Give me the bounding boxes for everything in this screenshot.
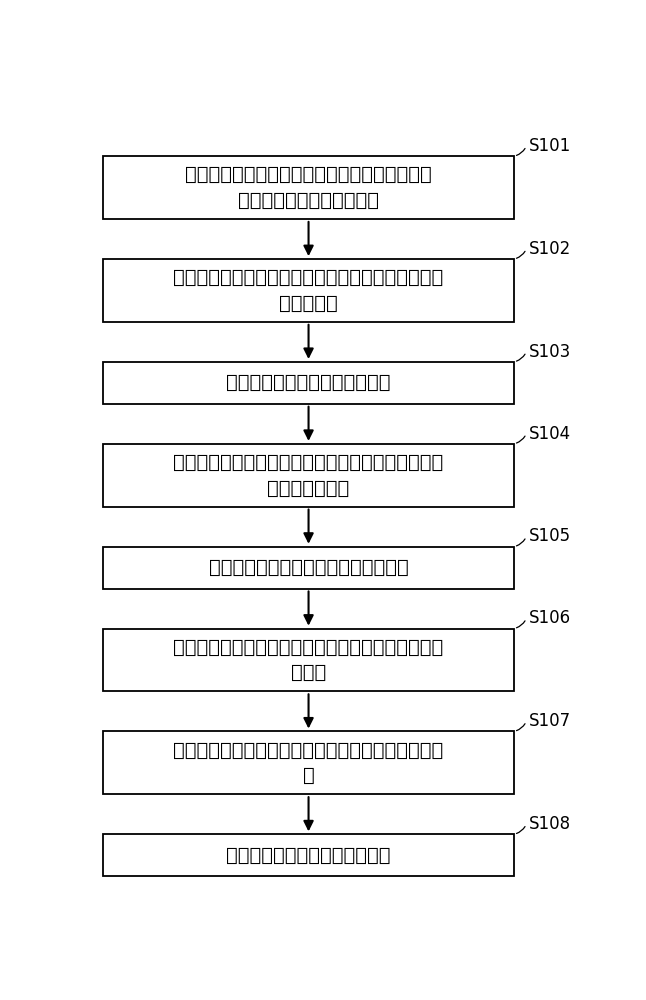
Text: 蚀刻：对曝光显影后的双面基板进行蚀刻，形成线路
层: 蚀刻：对曝光显影后的双面基板进行蚀刻，形成线路 层 bbox=[173, 740, 444, 785]
Text: S107: S107 bbox=[529, 712, 571, 730]
Text: S108: S108 bbox=[529, 815, 571, 833]
Text: 压膜：将干膜压合于所述第二铜层表面: 压膜：将干膜压合于所述第二铜层表面 bbox=[209, 558, 408, 577]
Text: 薄铜：对所述第一铜层进行薄铜处理，使所述第一铜
层厚度减少: 薄铜：对所述第一铜层进行薄铜处理，使所述第一铜 层厚度减少 bbox=[173, 268, 444, 313]
Text: S106: S106 bbox=[529, 609, 571, 627]
Text: 镀铜：对所述双面基板进行镀铜处理，在第一铜层表
面形成第二铜层: 镀铜：对所述双面基板进行镀铜处理，在第一铜层表 面形成第二铜层 bbox=[173, 453, 444, 498]
Bar bbox=[103, 731, 514, 794]
Text: 开料：准备一双面基板，其中，所述双面基板上
下两侧板面均具有第一铜层: 开料：准备一双面基板，其中，所述双面基板上 下两侧板面均具有第一铜层 bbox=[185, 165, 432, 210]
Bar bbox=[103, 834, 514, 876]
Text: S102: S102 bbox=[529, 240, 571, 258]
Bar bbox=[103, 362, 514, 404]
Text: S105: S105 bbox=[529, 527, 571, 545]
Text: S104: S104 bbox=[529, 425, 571, 443]
Bar bbox=[103, 629, 514, 691]
Text: S103: S103 bbox=[529, 343, 571, 361]
Text: 钻孔：对所述双面基板进行钻孔: 钻孔：对所述双面基板进行钻孔 bbox=[226, 373, 391, 392]
Bar bbox=[103, 547, 514, 589]
Text: 退膜：去除所述双面基板的干膜: 退膜：去除所述双面基板的干膜 bbox=[226, 846, 391, 865]
Text: 曝光显影：对压合干膜后的双面基板进行曝光以及显
影处理: 曝光显影：对压合干膜后的双面基板进行曝光以及显 影处理 bbox=[173, 638, 444, 682]
Text: S101: S101 bbox=[529, 137, 571, 155]
Bar bbox=[103, 444, 514, 507]
Bar bbox=[103, 156, 514, 219]
Bar bbox=[103, 259, 514, 322]
